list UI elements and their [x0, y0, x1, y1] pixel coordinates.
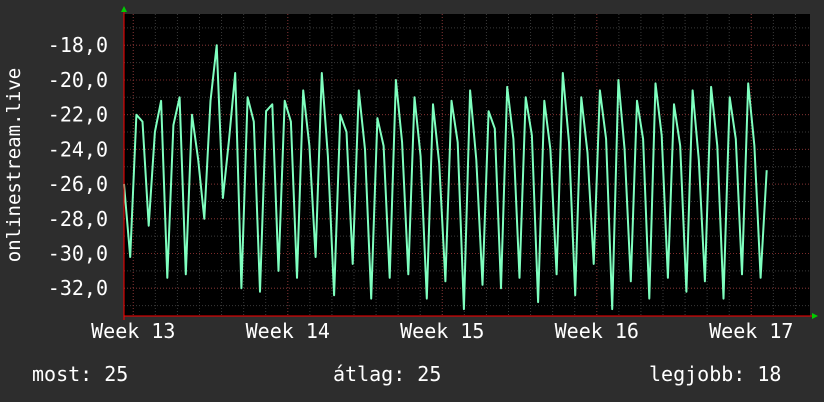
y-tick-label: -30,0: [48, 242, 108, 266]
y-tick-label: -24,0: [48, 137, 108, 161]
series-group: [123, 44, 768, 311]
y-axis-label: onlinestream.live: [3, 68, 25, 262]
series-line: [123, 44, 768, 311]
maximum-value: legjobb: 18: [649, 362, 782, 386]
axes: [121, 6, 818, 320]
x-tick-label: Week 14: [246, 319, 330, 343]
y-tick-label: -26,0: [48, 172, 108, 196]
y-tick-label: -28,0: [48, 207, 108, 231]
x-tick-labels: Week 13 Week 14 Week 15 Week 16 Week 17: [91, 319, 793, 343]
x-tick-label: Week 13: [91, 319, 175, 343]
x-axis-arrow: [812, 313, 818, 319]
y-tick-label: -32,0: [48, 276, 108, 300]
y-tick-label: -18,0: [48, 33, 108, 57]
x-tick-label: Week 16: [555, 319, 639, 343]
average-value: átlag: 25: [333, 362, 442, 386]
current-value: most: 25: [32, 362, 129, 386]
y-tick-labels: -18,0 -20,0 -22,0 -24,0 -26,0 -28,0 -30,0 -32,0: [48, 33, 108, 300]
x-tick-label: Week 17: [709, 319, 793, 343]
stats-row: most: 25 átlag: 25 legjobb: 18: [0, 362, 824, 388]
y-tick-label: -22,0: [48, 103, 108, 127]
y-axis-arrow: [121, 6, 127, 12]
x-tick-label: Week 15: [400, 319, 484, 343]
y-tick-label: -20,0: [48, 68, 108, 92]
